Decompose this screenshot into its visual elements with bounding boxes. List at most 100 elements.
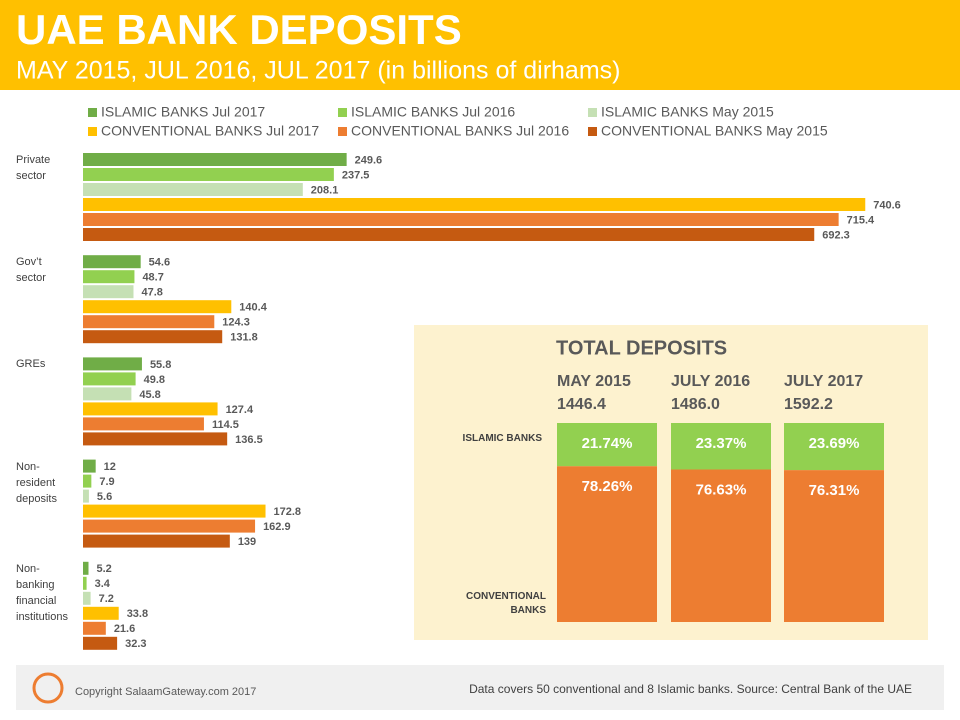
bar bbox=[83, 576, 87, 590]
value-label: 139 bbox=[238, 536, 256, 548]
column-label: JULY 2017 bbox=[784, 373, 863, 390]
stack-segment bbox=[557, 466, 657, 622]
value-label: 715.4 bbox=[847, 214, 875, 226]
stack-segment bbox=[671, 469, 771, 622]
value-label: 49.8 bbox=[144, 374, 165, 386]
value-label: 692.3 bbox=[822, 229, 850, 241]
segment-label: 23.69% bbox=[809, 435, 860, 452]
header-band bbox=[0, 0, 960, 90]
chart-subtitle: MAY 2015, JUL 2016, JUL 2017 (in billion… bbox=[16, 57, 620, 85]
legend-label: ISLAMIC BANKS Jul 2016 bbox=[351, 104, 515, 120]
value-label: 12 bbox=[104, 461, 116, 473]
total-label: 1446.4 bbox=[557, 396, 606, 413]
value-label: 3.4 bbox=[95, 578, 111, 590]
value-label: 47.8 bbox=[141, 287, 162, 299]
value-label: 5.6 bbox=[97, 491, 112, 503]
category-label: Private sector bbox=[16, 154, 51, 182]
bar bbox=[83, 270, 135, 284]
legend-swatch bbox=[588, 127, 597, 136]
bar bbox=[83, 315, 215, 329]
category-label: GREs bbox=[16, 358, 46, 371]
bar bbox=[83, 183, 303, 196]
bar bbox=[83, 459, 96, 473]
bar bbox=[83, 228, 815, 241]
chart-title: UAE BANK DEPOSITS bbox=[16, 6, 462, 53]
value-label: 237.5 bbox=[342, 169, 370, 181]
value-label: 124.3 bbox=[222, 317, 250, 329]
value-label: 7.9 bbox=[99, 476, 114, 488]
value-label: 21.6 bbox=[114, 623, 135, 635]
legend-label: CONVENTIONAL BANKS Jul 2017 bbox=[101, 123, 319, 139]
value-label: 48.7 bbox=[142, 272, 163, 284]
stack-segment bbox=[784, 423, 884, 471]
legend-label: CONVENTIONAL BANKS Jul 2016 bbox=[351, 123, 569, 139]
row-label: ISLAMIC BANKS bbox=[462, 433, 542, 444]
segment-label: 21.74% bbox=[582, 435, 633, 452]
category-label: Non- resident deposits bbox=[16, 460, 57, 505]
bar bbox=[83, 387, 132, 401]
segment-label: 23.37% bbox=[696, 435, 747, 452]
bar bbox=[83, 153, 347, 166]
bar bbox=[83, 285, 134, 299]
value-label: 45.8 bbox=[139, 389, 160, 401]
footer-band bbox=[16, 665, 944, 710]
value-label: 127.4 bbox=[226, 404, 254, 416]
bar bbox=[83, 606, 119, 620]
segment-label: 76.31% bbox=[809, 482, 860, 499]
bar bbox=[83, 561, 89, 575]
bar bbox=[83, 198, 866, 211]
value-label: 172.8 bbox=[274, 506, 302, 518]
bar bbox=[83, 372, 136, 386]
value-label: 114.5 bbox=[212, 419, 239, 431]
bar bbox=[83, 357, 142, 371]
stack-segment bbox=[557, 423, 657, 467]
value-label: 131.8 bbox=[230, 332, 258, 344]
bar bbox=[83, 474, 92, 488]
bar bbox=[83, 300, 232, 314]
panel-title: TOTAL DEPOSITS bbox=[556, 337, 727, 359]
row-label: CONVENTIONAL BANKS bbox=[466, 591, 546, 616]
legend-label: ISLAMIC BANKS Jul 2017 bbox=[101, 104, 265, 120]
legend-swatch bbox=[588, 108, 597, 117]
column-label: MAY 2015 bbox=[557, 373, 631, 390]
value-label: 140.4 bbox=[239, 302, 267, 314]
bar bbox=[83, 636, 118, 650]
value-label: 136.5 bbox=[235, 434, 263, 446]
value-label: 32.3 bbox=[125, 638, 146, 650]
total-label: 1486.0 bbox=[671, 396, 720, 413]
value-label: 162.9 bbox=[263, 521, 291, 533]
total-label: 1592.2 bbox=[784, 396, 833, 413]
source-note: Data covers 50 conventional and 8 Islami… bbox=[469, 682, 912, 696]
bar bbox=[83, 417, 204, 431]
legend-swatch bbox=[338, 127, 347, 136]
bar bbox=[83, 213, 839, 226]
bar bbox=[83, 255, 141, 269]
value-label: 55.8 bbox=[150, 359, 171, 371]
bar bbox=[83, 168, 334, 181]
bar bbox=[83, 504, 266, 518]
value-label: 740.6 bbox=[873, 199, 901, 211]
bar bbox=[83, 489, 89, 503]
bar bbox=[83, 432, 228, 446]
column-label: JULY 2016 bbox=[671, 373, 750, 390]
value-label: 7.2 bbox=[99, 593, 114, 605]
stack-segment bbox=[784, 470, 884, 622]
copyright: Copyright SalaamGateway.com 2017 bbox=[75, 686, 256, 698]
bar bbox=[83, 591, 91, 605]
bar bbox=[83, 621, 106, 635]
segment-label: 76.63% bbox=[696, 481, 747, 498]
legend-swatch bbox=[88, 108, 97, 117]
bar bbox=[83, 330, 223, 344]
value-label: 208.1 bbox=[311, 184, 339, 196]
stack-segment bbox=[671, 423, 771, 470]
value-label: 33.8 bbox=[127, 608, 148, 620]
category-label: Gov’t sector bbox=[16, 256, 46, 285]
legend-label: ISLAMIC BANKS May 2015 bbox=[601, 104, 774, 120]
category-label: Non- banking financial institutions bbox=[16, 562, 68, 623]
logo bbox=[32, 672, 64, 704]
bar bbox=[83, 519, 256, 533]
bar bbox=[83, 402, 218, 416]
bar bbox=[83, 534, 230, 548]
